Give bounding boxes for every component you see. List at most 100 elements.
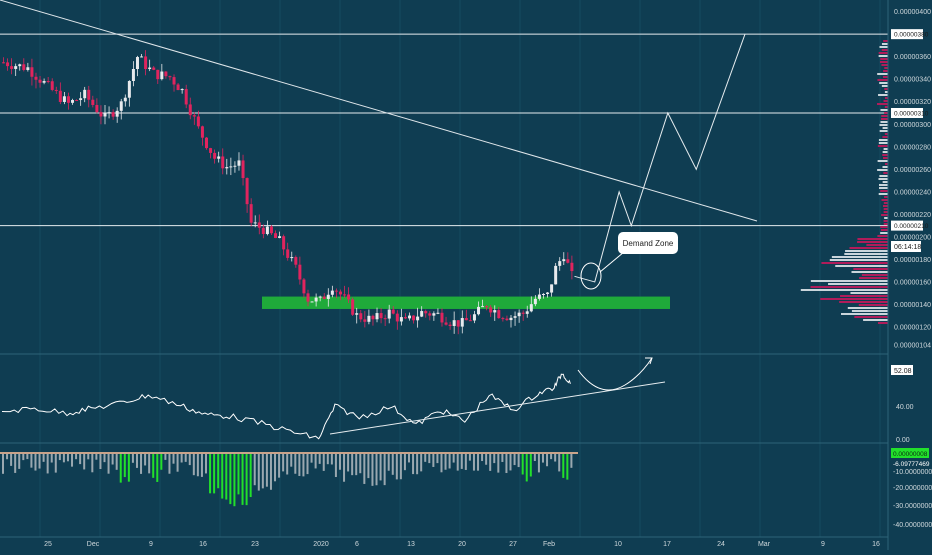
candle-body	[481, 306, 485, 308]
macd-bar	[58, 454, 61, 461]
macd-bar	[62, 454, 65, 463]
candle-body	[144, 56, 148, 70]
macd-bar	[180, 454, 183, 463]
candle-body	[257, 222, 261, 228]
candle-body	[22, 64, 26, 70]
price-label-box	[891, 29, 923, 40]
candle-body	[168, 76, 172, 78]
macd-bar	[38, 454, 41, 469]
profile-bar	[849, 247, 888, 249]
candle-body	[131, 68, 135, 81]
candle-body	[420, 311, 424, 317]
candle-body	[103, 113, 107, 117]
profile-bar	[879, 46, 888, 48]
candle-body	[432, 313, 436, 316]
macd-bar	[221, 454, 224, 499]
macd-bar	[278, 454, 281, 478]
macd-bar	[184, 454, 187, 462]
macd-bar	[509, 454, 512, 471]
candle-body	[472, 314, 476, 321]
macd-bar	[294, 454, 297, 474]
profile-bar	[828, 283, 888, 285]
macd-bar	[428, 454, 431, 464]
macd-bar	[395, 454, 398, 480]
x-tick: 20	[458, 541, 466, 548]
x-tick: 17	[663, 541, 671, 548]
profile-bar	[877, 73, 888, 75]
macd-bar	[123, 454, 126, 478]
macd-bar	[432, 454, 435, 467]
candle-body	[456, 320, 460, 327]
macd-bar	[274, 454, 277, 482]
candle-body	[440, 312, 444, 323]
candle-body	[302, 279, 306, 294]
candle-body	[412, 315, 416, 321]
macd-bar	[338, 454, 341, 470]
macd-bar	[489, 454, 492, 471]
candle-body	[119, 101, 123, 111]
profile-bar	[844, 253, 888, 255]
candle-body	[135, 57, 139, 69]
candle-body	[91, 99, 95, 105]
rsi-trendline	[329, 381, 666, 435]
candle-body	[200, 126, 204, 138]
profile-bar	[882, 136, 888, 138]
demand-zone-callout[interactable]: Demand Zone	[618, 232, 678, 254]
candle-body	[10, 66, 14, 69]
profile-bar	[881, 43, 888, 45]
candle-body	[464, 318, 468, 321]
rsi-tick: 40.00	[896, 404, 914, 411]
candle-body	[148, 67, 152, 70]
price-tick: 0.00000200	[894, 234, 931, 241]
price-label: 0.00000310	[894, 110, 929, 117]
candle-body	[253, 222, 257, 224]
macd-bar	[379, 454, 382, 481]
candle-body	[550, 284, 554, 293]
profile-bar	[877, 145, 888, 147]
macd-bar	[310, 454, 313, 463]
macd-bar	[525, 454, 528, 482]
candle-body	[245, 178, 249, 205]
macd-bar	[306, 454, 309, 475]
macd-bar	[261, 454, 264, 489]
candle-body	[387, 309, 391, 319]
macd-bar	[249, 454, 252, 498]
macd-bar	[66, 454, 69, 462]
profile-bar	[877, 79, 888, 81]
candle-body	[391, 309, 395, 314]
countdown-label: 06:14:18	[894, 244, 921, 251]
profile-bar	[883, 70, 888, 72]
macd-bar	[10, 454, 13, 466]
profile-bar	[800, 289, 888, 291]
candle-body	[383, 318, 387, 320]
candle-body	[99, 112, 103, 117]
price-tick: 0.00000400	[894, 9, 931, 16]
projection-path	[574, 33, 746, 290]
macd-bar	[237, 454, 240, 495]
profile-bar	[878, 193, 888, 195]
macd-bar	[334, 454, 337, 478]
candle-body	[537, 294, 541, 299]
macd-value-2: -6.09777469	[893, 461, 930, 468]
macd-bar	[168, 454, 171, 474]
x-tick: 9	[821, 541, 825, 548]
candle-body	[71, 100, 75, 103]
candle-body	[160, 71, 164, 80]
demand-zone	[262, 296, 670, 309]
profile-bar	[881, 118, 888, 120]
macd-tick: -30.00000000	[893, 503, 932, 510]
profile-bar	[859, 277, 888, 279]
profile-bar	[847, 307, 888, 309]
descending-trendline	[0, 0, 758, 222]
candle-body	[318, 296, 322, 298]
macd-bar	[550, 454, 553, 460]
price-axis: 0.00000400 0.00000380 0.00000360 0.00000340…	[891, 9, 932, 529]
candle-body	[338, 291, 342, 295]
projection-line	[574, 33, 746, 283]
candle-body	[347, 294, 351, 300]
candle-body	[509, 317, 513, 321]
x-tick: 27	[509, 541, 517, 548]
macd-tick: -10.00000000	[893, 469, 932, 476]
candle-body	[546, 292, 550, 295]
candle-body	[436, 312, 440, 314]
